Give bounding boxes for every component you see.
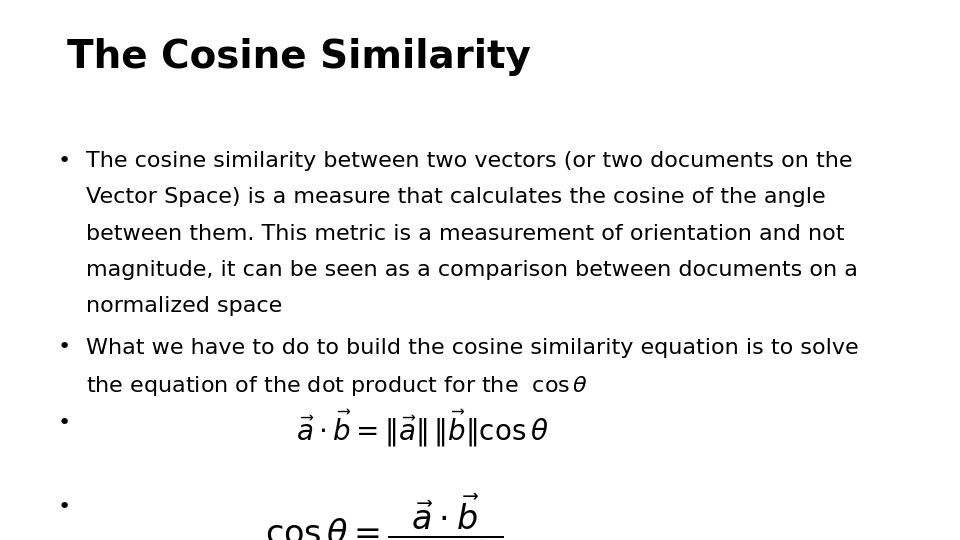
Text: •: •	[58, 414, 71, 434]
Text: •: •	[58, 151, 71, 171]
Text: The Cosine Similarity: The Cosine Similarity	[67, 38, 531, 76]
Text: normalized space: normalized space	[86, 296, 282, 316]
Text: between them. This metric is a measurement of orientation and not: between them. This metric is a measureme…	[86, 224, 845, 244]
Text: Vector Space) is a measure that calculates the cosine of the angle: Vector Space) is a measure that calculat…	[86, 187, 826, 207]
Text: •: •	[58, 338, 71, 357]
Text: •: •	[58, 497, 71, 517]
Text: $\cos\theta = \dfrac{\vec{a} \cdot \vec{b}}{\|\vec{a}\|\, \|\vec{b}\|}$: $\cos\theta = \dfrac{\vec{a} \cdot \vec{…	[265, 491, 503, 540]
Text: the equation of the dot product for the  $\cos\theta$: the equation of the dot product for the …	[86, 374, 588, 397]
Text: magnitude, it can be seen as a comparison between documents on a: magnitude, it can be seen as a compariso…	[86, 260, 858, 280]
Text: The cosine similarity between two vectors (or two documents on the: The cosine similarity between two vector…	[86, 151, 852, 171]
Text: What we have to do to build the cosine similarity equation is to solve: What we have to do to build the cosine s…	[86, 338, 859, 357]
Text: $\vec{a} \cdot \vec{b} = \|\vec{a}\|\, \|\vec{b}\| \cos\theta$: $\vec{a} \cdot \vec{b} = \|\vec{a}\|\, \…	[296, 408, 549, 449]
